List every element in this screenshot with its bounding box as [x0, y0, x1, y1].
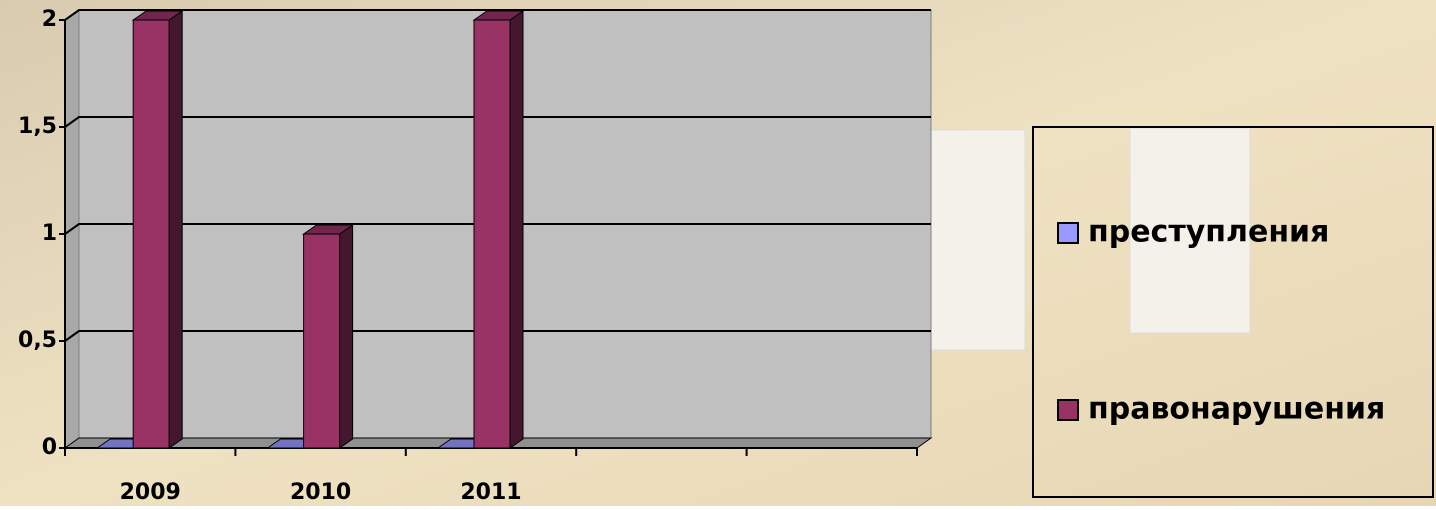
- x-tick-label: 2011: [460, 480, 521, 505]
- y-tick-label: 1: [42, 221, 57, 246]
- bar: [133, 11, 182, 448]
- bar-face: [340, 225, 353, 448]
- y-tick-label: 0: [42, 435, 57, 460]
- legend-marker: [1058, 400, 1078, 420]
- y-tick-label: 1,5: [18, 114, 57, 139]
- bar-face: [474, 20, 510, 448]
- bar-face: [133, 20, 169, 448]
- bar-face: [510, 11, 523, 448]
- x-tick-label: 2010: [290, 480, 351, 505]
- chart: 0 0,5 1 1,5 2 2009 2010 2011 преступления правона…: [0, 0, 1436, 506]
- window: [930, 130, 1025, 350]
- y-tick-label: 0,5: [18, 328, 57, 353]
- y-tick-label: 2: [42, 7, 57, 32]
- bar: [304, 225, 353, 448]
- bar-face: [169, 11, 182, 448]
- bar-face: [304, 234, 340, 448]
- bar: [474, 11, 523, 448]
- x-tick-label: 2009: [120, 480, 181, 505]
- legend-label: правонарушения: [1088, 392, 1385, 427]
- legend-label: преступления: [1088, 215, 1329, 250]
- legend-marker: [1058, 223, 1078, 243]
